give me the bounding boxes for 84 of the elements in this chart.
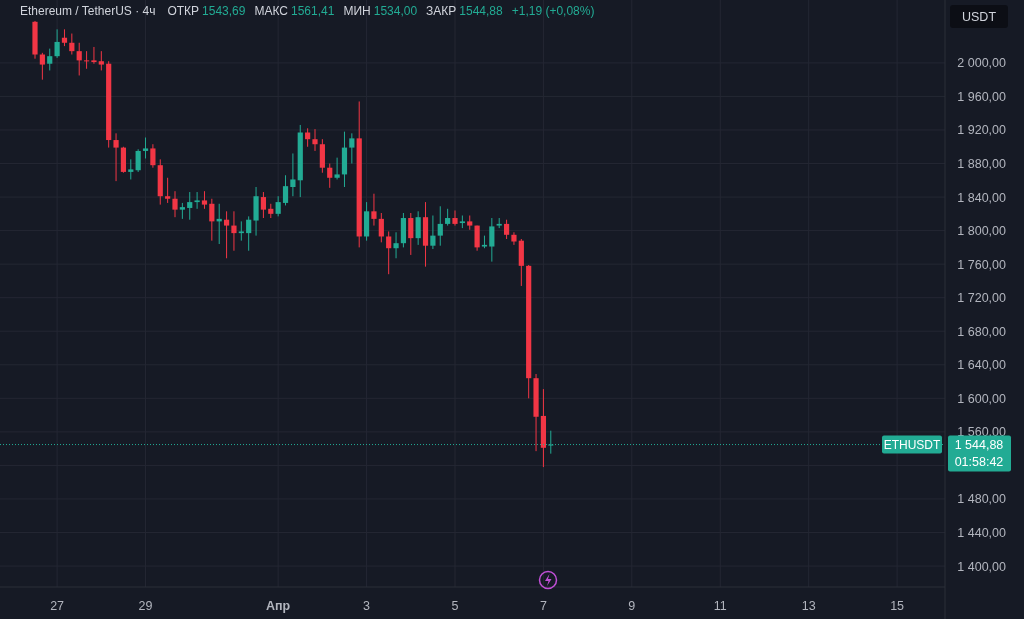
candlestick	[430, 215, 436, 250]
candlestick	[452, 209, 458, 227]
x-tick-label: 3	[363, 599, 371, 613]
candlestick	[334, 157, 340, 180]
x-tick-label: 11	[713, 599, 727, 613]
annotation: 1544,88	[459, 4, 504, 18]
candlestick	[282, 174, 289, 206]
candlestick	[142, 137, 149, 159]
annotation: ЗАКР	[426, 4, 457, 18]
x-tick-label: 15	[890, 599, 905, 613]
x-tick-label: 5	[451, 599, 459, 613]
chart-title: Ethereum / TetherUS · 4ч	[20, 4, 156, 18]
annotation: 1561,41	[291, 4, 335, 18]
candlestick	[246, 215, 252, 252]
x-tick-label: 29	[138, 599, 153, 613]
y-tick-label: 1 760,00	[957, 257, 1007, 272]
candlestick	[135, 148, 141, 173]
candlestick	[408, 212, 414, 256]
x-tick-label: Апр	[266, 599, 291, 613]
x-tick-label: 13	[801, 599, 816, 613]
candlestick	[209, 198, 215, 242]
candlestick	[305, 127, 311, 148]
candlestick	[113, 132, 119, 182]
candlestick	[415, 210, 421, 246]
candlestick	[312, 128, 318, 152]
candlestick	[349, 132, 355, 165]
annotation: 1534,00	[373, 4, 418, 18]
candlestick	[98, 50, 104, 71]
y-tick-label: 1 920,00	[957, 123, 1007, 138]
candlestick	[69, 33, 75, 56]
y-tick-label: 1 720,00	[957, 291, 1007, 306]
annotation: ОТКР	[167, 4, 200, 18]
x-tick-label: 27	[50, 599, 65, 613]
candlestick	[150, 143, 156, 169]
y-tick-label: 1 640,00	[957, 358, 1007, 373]
y-tick-label: 1 880,00	[957, 157, 1007, 172]
candlestick	[223, 210, 230, 259]
candlestick	[231, 210, 237, 252]
candlestick	[319, 138, 325, 174]
candlestick	[371, 193, 377, 227]
candlestick	[187, 191, 193, 221]
candlestick	[437, 205, 443, 247]
candlestick	[238, 220, 244, 242]
candlestick	[91, 46, 97, 65]
candlestick	[290, 152, 296, 197]
y-tick-label: 1 560,00	[957, 425, 1007, 440]
candlestick	[474, 225, 480, 252]
candlestick	[503, 219, 510, 240]
y-tick-label: 1 680,00	[957, 324, 1007, 339]
candlestick	[378, 212, 384, 243]
candlestick	[511, 231, 517, 246]
candlestick	[275, 195, 281, 217]
annotation: МИН	[343, 4, 371, 18]
candlestick	[260, 191, 267, 219]
ref-line-label: ETHUSDT	[883, 438, 941, 453]
annotation: +1,19 (+0,08%)	[511, 4, 595, 18]
x-tick-label: 9	[628, 599, 636, 613]
candlestick	[83, 50, 90, 70]
candlestick	[128, 158, 134, 180]
candlestick	[76, 42, 82, 76]
candlestick	[393, 231, 399, 259]
text: 01:58:42	[954, 455, 1004, 470]
x-tick-label: 7	[539, 599, 547, 613]
y-tick-label: 1 600,00	[957, 391, 1007, 406]
y-tick-label: 1 960,00	[957, 89, 1007, 104]
y-tick-label: 1 840,00	[957, 190, 1007, 205]
candlestick	[47, 48, 53, 71]
y-tick-label: 2 000,00	[957, 56, 1007, 71]
y-tick-label: 1 440,00	[957, 525, 1007, 540]
annotation: МАКС	[254, 4, 289, 18]
y-tick-label: 1 480,00	[957, 492, 1007, 507]
candlestick	[54, 28, 60, 59]
y-tick-label: 1 800,00	[957, 224, 1007, 239]
candlestick	[172, 190, 178, 218]
candlestick	[165, 177, 171, 204]
candlestick	[327, 163, 333, 189]
candlestick	[386, 230, 392, 275]
annotation: 1543,69	[202, 4, 246, 18]
candlestick	[39, 52, 45, 81]
candlestick	[194, 191, 200, 210]
candlestick	[489, 217, 495, 263]
y-tick-label: 1 400,00	[957, 559, 1007, 574]
text: 1 544,88	[954, 438, 1004, 453]
y-axis-title: USDT	[961, 10, 997, 24]
